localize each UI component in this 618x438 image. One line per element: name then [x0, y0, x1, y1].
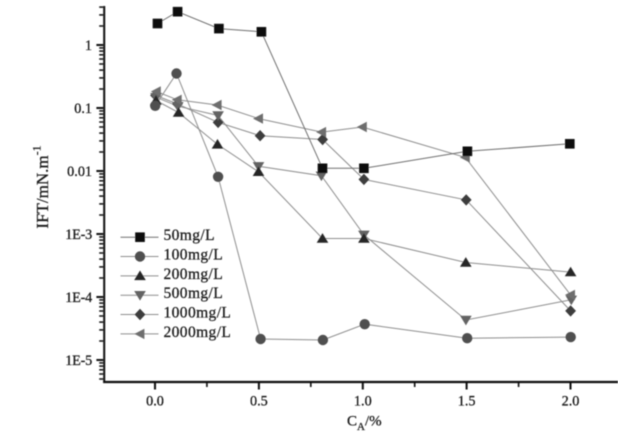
svg-text:1.5: 1.5 [458, 394, 476, 410]
svg-text:1E-5: 1E-5 [65, 353, 92, 369]
svg-text:1: 1 [85, 38, 92, 54]
svg-text:200mg/L: 200mg/L [164, 266, 224, 283]
svg-text:CA/%: CA/% [347, 414, 382, 434]
svg-text:0.01: 0.01 [67, 164, 92, 180]
svg-text:0.1: 0.1 [74, 101, 92, 117]
svg-text:1E-3: 1E-3 [65, 227, 92, 243]
svg-text:0.0: 0.0 [146, 394, 164, 410]
svg-text:1000mg/L: 1000mg/L [164, 305, 232, 322]
svg-text:100mg/L: 100mg/L [164, 247, 224, 264]
svg-text:2.0: 2.0 [562, 394, 580, 410]
svg-text:500mg/L: 500mg/L [164, 285, 224, 302]
svg-text:IFT/mN.m-1: IFT/mN.m-1 [30, 145, 53, 228]
svg-text:1E-4: 1E-4 [65, 290, 92, 306]
svg-text:1.0: 1.0 [354, 394, 372, 410]
svg-text:0.5: 0.5 [250, 394, 268, 410]
svg-text:50mg/L: 50mg/L [164, 227, 215, 244]
svg-text:2000mg/L: 2000mg/L [164, 324, 232, 341]
